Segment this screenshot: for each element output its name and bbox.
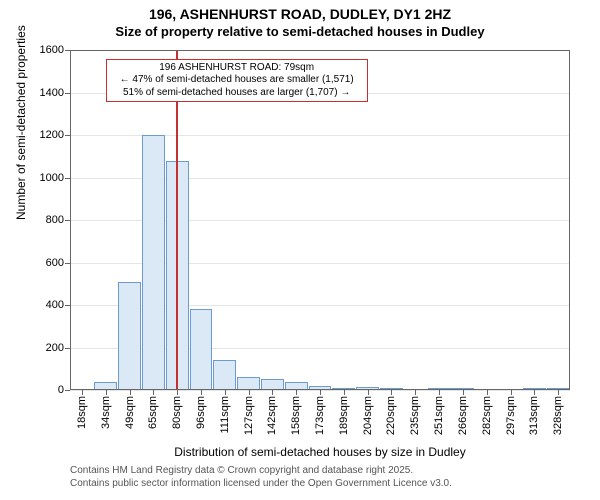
y-tick-label: 600 <box>46 257 64 269</box>
y-tick-mark <box>65 390 70 391</box>
x-tick-mark <box>487 390 488 395</box>
x-tick-mark <box>249 390 250 395</box>
x-tick-mark <box>177 390 178 395</box>
x-tick-mark <box>225 390 226 395</box>
x-axis-label: Distribution of semi-detached houses by … <box>70 445 570 459</box>
x-tick-label: 328sqm <box>552 396 564 435</box>
bar-slot: 313sqm <box>522 50 546 390</box>
y-tick-label: 1600 <box>40 44 64 56</box>
bar-slot: 220sqm <box>380 50 404 390</box>
x-tick-label: 251sqm <box>433 396 445 435</box>
chart-container: 196, ASHENHURST ROAD, DUDLEY, DY1 2HZ Si… <box>0 0 600 500</box>
x-tick-label: 111sqm <box>219 396 231 434</box>
bar <box>285 382 308 391</box>
x-tick-mark <box>82 390 83 395</box>
bar <box>213 360 236 390</box>
annotation-line: ← 47% of semi-detached houses are smalle… <box>111 74 363 87</box>
chart-title-line2: Size of property relative to semi-detach… <box>0 24 600 39</box>
bar-slot: 282sqm <box>475 50 499 390</box>
x-tick-mark <box>391 390 392 395</box>
x-tick-mark <box>439 390 440 395</box>
annotation-line: 51% of semi-detached houses are larger (… <box>111 87 363 100</box>
x-tick-label: 189sqm <box>338 396 350 435</box>
x-tick-label: 142sqm <box>266 396 278 435</box>
y-axis-label: Number of semi-detached properties <box>14 25 28 220</box>
chart-title-line1: 196, ASHENHURST ROAD, DUDLEY, DY1 2HZ <box>0 6 600 22</box>
x-tick-label: 127sqm <box>243 396 255 435</box>
bar-slot: 251sqm <box>427 50 451 390</box>
x-tick-label: 49sqm <box>124 396 136 429</box>
x-tick-label: 96sqm <box>195 396 207 429</box>
bar <box>94 382 117 391</box>
bar-slot: 235sqm <box>403 50 427 390</box>
bar <box>261 379 284 390</box>
footer-line1: Contains HM Land Registry data © Crown c… <box>70 465 570 476</box>
x-tick-mark <box>272 390 273 395</box>
y-tick-label: 400 <box>46 299 64 311</box>
x-tick-mark <box>153 390 154 395</box>
x-tick-mark <box>511 390 512 395</box>
x-tick-mark <box>534 390 535 395</box>
x-tick-mark <box>558 390 559 395</box>
annotation-box: 196 ASHENHURST ROAD: 79sqm← 47% of semi-… <box>106 59 368 103</box>
x-tick-label: 80sqm <box>171 396 183 429</box>
x-tick-label: 65sqm <box>147 396 159 429</box>
x-tick-mark <box>415 390 416 395</box>
x-tick-label: 235sqm <box>409 396 421 435</box>
bar <box>142 135 165 390</box>
x-tick-mark <box>344 390 345 395</box>
y-tick-label: 1000 <box>40 172 64 184</box>
x-tick-label: 220sqm <box>385 396 397 435</box>
x-tick-mark <box>368 390 369 395</box>
bar-slot: 328sqm <box>546 50 570 390</box>
x-tick-label: 18sqm <box>76 396 88 429</box>
bar-slot: 266sqm <box>451 50 475 390</box>
x-tick-label: 282sqm <box>481 396 493 435</box>
y-tick-label: 0 <box>58 384 64 396</box>
bar-slot: 297sqm <box>499 50 523 390</box>
x-tick-mark <box>296 390 297 395</box>
x-tick-mark <box>320 390 321 395</box>
y-tick-label: 1200 <box>40 129 64 141</box>
x-tick-label: 173sqm <box>314 396 326 435</box>
plot-area: 0200400600800100012001400160018sqm34sqm4… <box>70 50 570 390</box>
y-tick-label: 800 <box>46 214 64 226</box>
bar <box>190 309 213 390</box>
y-tick-label: 1400 <box>40 87 64 99</box>
y-tick-label: 200 <box>46 342 64 354</box>
x-tick-mark <box>130 390 131 395</box>
footer-line2: Contains public sector information licen… <box>70 478 570 489</box>
bar <box>118 282 141 390</box>
x-tick-mark <box>201 390 202 395</box>
annotation-line: 196 ASHENHURST ROAD: 79sqm <box>111 62 363 75</box>
x-tick-label: 266sqm <box>457 396 469 435</box>
x-tick-label: 158sqm <box>290 396 302 435</box>
x-tick-label: 204sqm <box>362 396 374 435</box>
x-tick-mark <box>463 390 464 395</box>
x-tick-label: 34sqm <box>100 396 112 429</box>
x-tick-mark <box>106 390 107 395</box>
x-tick-label: 297sqm <box>505 396 517 435</box>
bar-slot: 18sqm <box>70 50 94 390</box>
bar <box>237 377 260 390</box>
x-tick-label: 313sqm <box>528 396 540 435</box>
